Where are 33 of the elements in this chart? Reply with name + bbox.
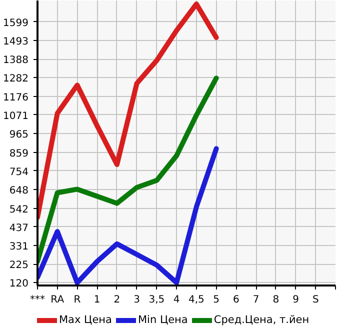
y-tick-label: 225 <box>9 260 29 272</box>
x-tick-label: 1 <box>94 294 100 306</box>
y-tick-label: 331 <box>9 241 29 252</box>
y-tick-label: 859 <box>9 148 29 160</box>
x-tick-label: *** <box>30 294 45 306</box>
y-tick-label: 1176 <box>3 92 29 104</box>
x-tick-label: 4,5 <box>188 294 204 306</box>
x-tick-label: 6 <box>232 294 240 306</box>
y-tick-label: 648 <box>9 186 29 197</box>
legend-label: Сред.Цена, т.йен <box>214 314 310 326</box>
x-tick-label: 8 <box>272 294 280 306</box>
x-tick-label: RA <box>50 294 64 306</box>
y-tick-label: 542 <box>9 204 29 216</box>
x-tick-label: 3,5 <box>148 294 165 306</box>
x-tick-label: 7 <box>252 294 260 306</box>
x-tick-label: 2 <box>114 294 120 306</box>
y-tick-label: 754 <box>9 166 29 178</box>
legend-label: Min Цена <box>138 314 188 326</box>
x-tick-label: 3 <box>134 294 140 306</box>
x-tick-label: 4 <box>173 294 180 306</box>
y-tick-label: 1599 <box>3 18 29 29</box>
x-tick-label: 9 <box>292 294 299 306</box>
y-tick-label: 1071 <box>3 110 29 122</box>
y-tick-label: 437 <box>9 222 29 234</box>
y-tick-label: 1282 <box>3 74 29 85</box>
y-tick-label: 965 <box>9 130 29 141</box>
y-tick-label: 1388 <box>3 55 29 66</box>
legend-label: Max Цена <box>59 314 112 326</box>
x-tick-label: 5 <box>213 294 220 306</box>
x-tick-label: S <box>312 294 319 306</box>
x-tick-label: R <box>74 294 81 306</box>
y-tick-label: 120 <box>9 278 29 290</box>
y-tick-label: 1493 <box>3 36 29 48</box>
